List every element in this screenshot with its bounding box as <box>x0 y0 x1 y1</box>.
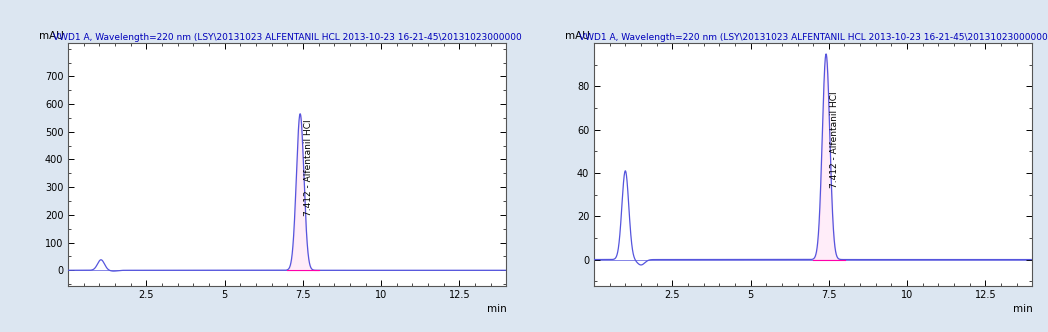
Text: min: min <box>486 304 506 314</box>
Title: VWD1 A, Wavelength=220 nm (LSY\20131023 ALFENTANIL HCL 2013-10-23 16-21-45\20131: VWD1 A, Wavelength=220 nm (LSY\20131023 … <box>52 34 522 42</box>
Text: min: min <box>1012 304 1032 314</box>
Text: mAU: mAU <box>565 31 590 41</box>
Text: 7.412 - Alfentanil HCl: 7.412 - Alfentanil HCl <box>304 119 313 215</box>
Title: VWD1 A, Wavelength=220 nm (LSY\20131023 ALFENTANIL HCL 2013-10-23 16-21-45\20131: VWD1 A, Wavelength=220 nm (LSY\20131023 … <box>578 34 1048 42</box>
Text: mAU: mAU <box>39 31 64 41</box>
Text: 7.412 - Alfentanil HCl: 7.412 - Alfentanil HCl <box>830 91 838 188</box>
